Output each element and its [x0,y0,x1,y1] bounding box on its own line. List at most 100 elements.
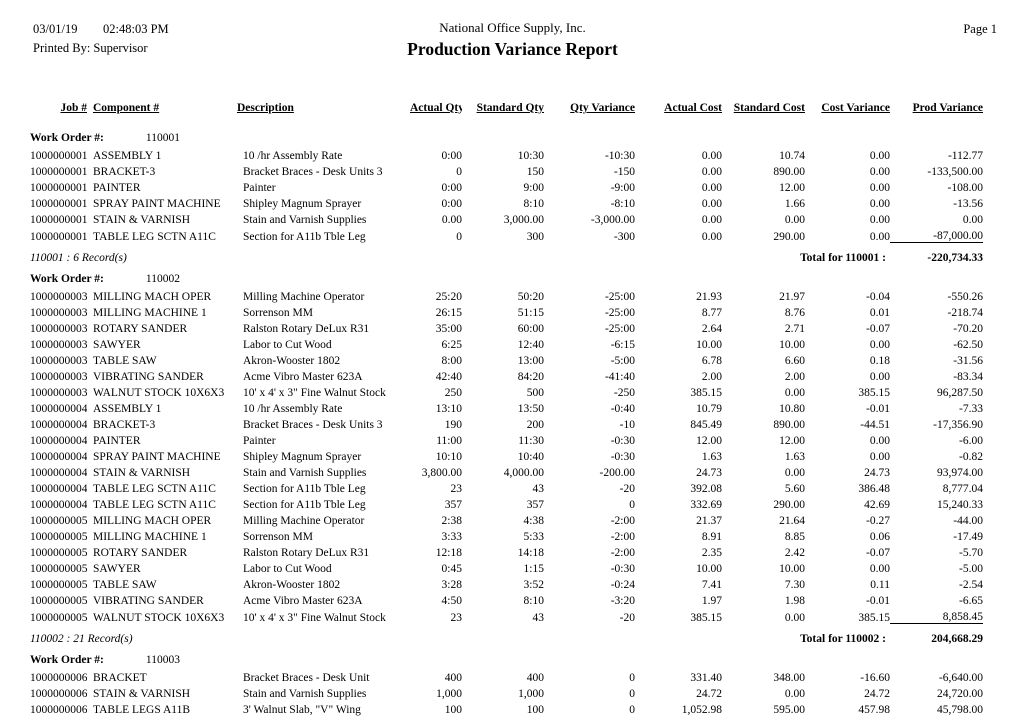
cell-job: 1000000004 [30,419,87,431]
cell-description: Labor to Cut Wood [243,563,332,575]
cell-job: 1000000003 [30,291,87,303]
cell-qty-variance: -41:40 [604,371,635,383]
cell-actual-qty: 1,000 [436,688,462,700]
cell-standard-qty: 10:30 [517,150,544,162]
table-row: 1000000001 TABLE LEG SCTN A11C Section for… [30,226,983,243]
cell-standard-cost: 0.00 [784,611,805,624]
cell-component: STAIN & VARNISH [93,214,191,226]
col-header-qty-variance: Qty Variance [570,102,635,114]
cell-prod-variance: -13.56 [953,198,983,210]
cell-standard-qty: 60:00 [517,323,544,335]
cell-standard-qty: 8:10 [523,595,544,607]
cell-standard-qty: 100 [526,704,544,716]
cell-prod-variance: 93,974.00 [937,467,983,479]
cell-standard-cost: 8.76 [784,307,805,319]
cell-qty-variance: 0 [629,688,635,700]
cell-job: 1000000005 [30,579,87,591]
cell-standard-qty: 50:20 [517,291,544,303]
cell-standard-cost: 0.00 [784,467,805,479]
cell-actual-cost: 331.40 [690,672,722,684]
cell-description: Acme Vibro Master 623A [243,371,363,383]
work-order-row: Work Order #: 110003 [30,648,983,668]
cell-standard-cost: 12.00 [779,182,805,194]
cell-cost-variance: -0.27 [866,515,890,527]
col-header-standard-cost: Standard Cost [733,102,805,114]
section-summary-row: 110002 : 21 Record(s) Total for 110002 : 2… [30,623,983,648]
cell-qty-variance: -0:30 [610,435,635,447]
cell-standard-cost: 12.00 [779,435,805,447]
cell-prod-variance: -44.00 [953,515,983,527]
cell-qty-variance: 0 [629,499,635,511]
cell-standard-qty: 300 [526,230,544,243]
cell-actual-cost: 0.00 [701,166,722,178]
cell-qty-variance: -20 [619,483,635,495]
cell-standard-cost: 0.00 [784,214,805,226]
cell-qty-variance: -250 [613,387,635,399]
cell-prod-variance: -133,500.00 [927,166,983,178]
table-row: 1000000004 STAIN & VARNISH Stain and Varni… [30,463,983,479]
cell-prod-variance: 0.00 [962,214,983,226]
cell-job: 1000000004 [30,451,87,463]
cell-job: 1000000001 [30,214,87,226]
cell-standard-qty: 51:15 [517,307,544,319]
cell-cost-variance: 457.98 [858,704,890,716]
records-note: 110002 : 21 Record(s) [30,633,133,645]
cell-actual-cost: 21.37 [696,515,722,527]
cell-description: 10 /hr Assembly Rate [243,403,343,415]
cell-actual-cost: 10.00 [696,563,722,575]
cell-component: VIBRATING SANDER [93,371,204,383]
cell-component: ROTARY SANDER [93,323,188,335]
table-row: 1000000003 TABLE SAW Akron-Wooster 1802 8:0… [30,351,983,367]
col-header-prod-variance: Prod Variance [912,102,983,114]
cell-cost-variance: 386.48 [858,483,890,495]
cell-description: Akron-Wooster 1802 [243,579,341,591]
cell-description: Akron-Wooster 1802 [243,355,341,367]
cell-job: 1000000005 [30,595,87,607]
col-header-standard-qty: Standard Qty [476,102,544,114]
cell-qty-variance: -25:00 [604,323,635,335]
cell-actual-cost: 385.15 [690,611,722,624]
cell-cost-variance: 0.11 [870,579,890,591]
cell-standard-cost: 0.00 [784,387,805,399]
cell-actual-cost: 6.78 [701,355,722,367]
cell-qty-variance: -25:00 [604,307,635,319]
cell-actual-cost: 8.91 [701,531,722,543]
cell-cost-variance: 385.15 [858,611,890,624]
cell-standard-qty: 14:18 [517,547,544,559]
table-row: 1000000001 ASSEMBLY 1 10 /hr Assembly Rate… [30,146,983,162]
cell-component: ROTARY SANDER [93,547,188,559]
table-row: 1000000003 VIBRATING SANDER Acme Vibro Mas… [30,367,983,383]
cell-actual-qty: 42:40 [435,371,462,383]
cell-job: 1000000003 [30,387,87,399]
cell-component: ASSEMBLY 1 [93,403,162,415]
cell-actual-qty: 357 [444,499,462,511]
cell-cost-variance: 0.00 [869,182,890,194]
cell-job: 1000000004 [30,435,87,447]
cell-actual-cost: 10.79 [696,403,722,415]
title-block: National Office Supply, Inc. Production … [0,20,1025,60]
cell-actual-cost: 2.35 [701,547,722,559]
cell-standard-cost: 10.80 [779,403,805,415]
cell-description: 10' x 4' x 3" Fine Walnut Stock [243,611,386,624]
col-header-job: Job # [60,102,87,114]
cell-standard-cost: 5.60 [784,483,805,495]
cell-prod-variance: -70.20 [953,323,983,335]
cell-component: BRACKET [93,672,147,684]
cell-standard-qty: 4,000.00 [503,467,544,479]
table-row: 1000000004 SPRAY PAINT MACHINE Shipley Mag… [30,447,983,463]
cell-component: BRACKET-3 [93,419,156,431]
cell-actual-qty: 400 [444,672,462,684]
cell-qty-variance: -2:00 [610,547,635,559]
work-order-row: Work Order #: 110001 [30,126,983,146]
cell-prod-variance: -112.77 [947,150,983,162]
cell-component: VIBRATING SANDER [93,595,204,607]
cell-qty-variance: 0 [629,672,635,684]
cell-component: BRACKET-3 [93,166,156,178]
cell-description: Section for A11b Tble Leg [243,483,366,495]
print-date: 03/01/19 [33,22,78,36]
cell-standard-qty: 13:00 [517,355,544,367]
table-row: 1000000004 TABLE LEG SCTN A11C Section for… [30,479,983,495]
cell-description: 3' Walnut Slab, "V" Wing [243,704,361,716]
cell-component: MILLING MACHINE 1 [93,531,207,543]
cell-description: Ralston Rotary DeLux R31 [243,547,370,559]
